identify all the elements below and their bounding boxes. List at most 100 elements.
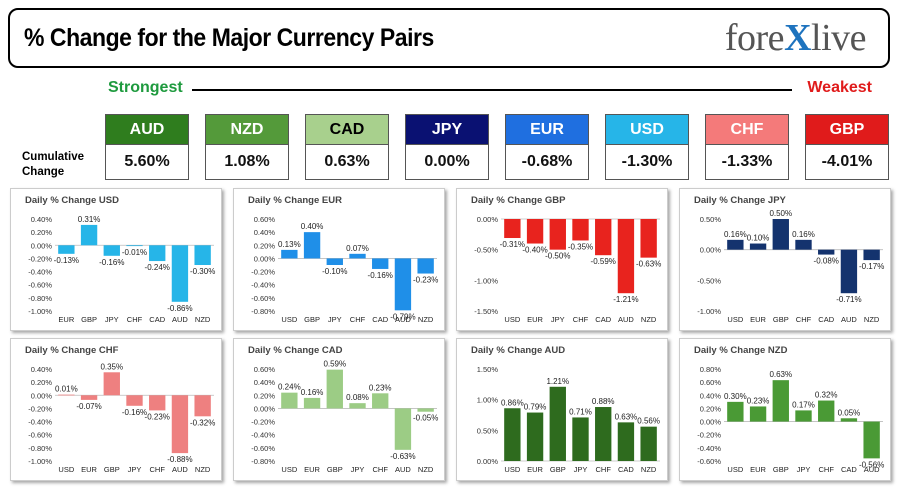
y-tick-label: -0.50% — [697, 276, 721, 285]
bar-eur — [526, 412, 544, 461]
y-tick-label: -1.00% — [474, 276, 498, 285]
data-label: -0.31% — [500, 240, 525, 249]
currency-code: AUD — [106, 115, 188, 145]
chart-panel-6: Daily % Change CAD 0.60% 0.40% 0.20% 0.00% -0… — [233, 338, 445, 481]
y-tick-label: -0.60% — [28, 431, 52, 440]
bar-chf — [349, 253, 366, 259]
currency-cumulative-value: 5.60% — [124, 153, 170, 170]
x-tick-label: JPY — [328, 315, 342, 324]
data-label: -0.30% — [190, 267, 215, 276]
x-tick-label: USD — [281, 315, 297, 324]
y-tick-label: 0.00% — [254, 404, 276, 413]
bar-chf — [149, 395, 166, 411]
bar-usd — [58, 394, 75, 396]
chart-panel-5: Daily % Change CHF 0.40% 0.20% 0.00% -0.20% -… — [10, 338, 222, 481]
bar-eur — [58, 245, 75, 254]
bar-eur — [526, 219, 544, 244]
currency-cumulative-value: 0.63% — [324, 153, 370, 170]
bar-aud — [617, 219, 635, 294]
x-tick-label: NZD — [195, 465, 211, 474]
bar-jpy — [349, 403, 366, 409]
data-label: 0.63% — [769, 370, 792, 379]
y-tick-label: 0.00% — [700, 418, 722, 427]
y-tick-label: 0.40% — [254, 378, 276, 387]
x-tick-label: USD — [504, 315, 520, 324]
page-title: % Change for the Major Currency Pairs — [24, 24, 434, 52]
bar-chart: Daily % Change EUR 0.60% 0.40% 0.20% 0.00% -0… — [248, 195, 438, 324]
bar-nzd — [194, 395, 211, 417]
bar-chf — [372, 393, 389, 409]
bar-gbp — [772, 219, 789, 250]
data-label: 0.40% — [301, 222, 324, 231]
x-tick-label: AUD — [172, 465, 188, 474]
currency-cumulative-value: -1.33% — [721, 153, 773, 170]
y-tick-label: -0.80% — [28, 444, 52, 453]
y-tick-label: -0.60% — [28, 281, 52, 290]
y-tick-label: -0.20% — [28, 254, 52, 263]
x-tick-label: EUR — [527, 315, 543, 324]
y-tick-label: 1.00% — [477, 396, 499, 405]
bar-eur — [749, 406, 767, 422]
chart-panel-2: Daily % Change EUR 0.60% 0.40% 0.20% 0.00% -0… — [233, 188, 445, 331]
data-label: 0.86% — [501, 398, 524, 407]
currency-code: NZD — [206, 115, 288, 145]
currency-code: JPY — [406, 115, 488, 145]
bar-chart: Daily % Change AUD 1.50% 1.00% 0.50% 0.00% 0.… — [471, 345, 660, 474]
x-tick-label: EUR — [750, 315, 766, 324]
y-tick-label: -1.00% — [697, 307, 721, 316]
x-tick-label: EUR — [304, 465, 320, 474]
chart-title: Daily % Change NZD — [694, 345, 788, 356]
y-tick-label: 1.50% — [477, 365, 499, 374]
x-tick-label: NZD — [641, 315, 657, 324]
chart-panel-4: Daily % Change JPY 0.50% 0.00% -0.50% -1.00%… — [679, 188, 891, 331]
currency-cumulative-value: -1.30% — [621, 153, 673, 170]
logo-text-left: fore — [724, 17, 785, 59]
x-tick-label: USD — [727, 315, 743, 324]
x-tick-label: GBP — [327, 465, 343, 474]
bar-cad — [149, 245, 166, 262]
logo-x-mark: X — [784, 17, 812, 59]
y-tick-label: -0.20% — [28, 404, 52, 413]
y-tick-label: 0.50% — [477, 426, 499, 435]
currency-code: CHF — [706, 115, 788, 145]
x-tick-label: AUD — [395, 465, 411, 474]
data-label: 0.16% — [301, 388, 324, 397]
data-label: 0.31% — [78, 215, 101, 224]
y-tick-label: -1.50% — [474, 307, 498, 316]
data-label: 0.23% — [747, 396, 770, 405]
data-label: -0.08% — [814, 257, 839, 266]
data-label: -0.10% — [322, 267, 347, 276]
bar-chart: Daily % Change NZD0.80%0.60%0.40%0.20%0.… — [694, 345, 884, 474]
y-tick-label: -0.80% — [251, 457, 275, 466]
x-tick-label: NZD — [418, 315, 434, 324]
bar-cad — [372, 258, 389, 269]
currency-box-gbp: GBP -4.01% — [805, 114, 889, 180]
data-label: 0.35% — [100, 362, 123, 371]
y-tick-label: -0.40% — [28, 268, 52, 277]
data-label: 0.63% — [615, 412, 638, 421]
bar-gbp — [303, 232, 321, 259]
y-tick-label: -0.20% — [697, 431, 721, 440]
x-tick-label: CAD — [818, 315, 834, 324]
y-tick-label: 0.40% — [700, 391, 722, 400]
data-label: 0.07% — [346, 244, 369, 253]
x-tick-label: CHF — [596, 465, 612, 474]
data-label: -0.63% — [636, 260, 661, 269]
y-tick-label: 0.60% — [254, 365, 276, 374]
bar-eur — [80, 395, 98, 400]
data-label: 0.56% — [637, 417, 660, 426]
x-tick-label: GBP — [550, 465, 566, 474]
chart-title: Daily % Change CHF — [25, 345, 119, 356]
data-label: -0.71% — [836, 295, 861, 304]
x-tick-label: USD — [58, 465, 74, 474]
y-tick-label: 0.20% — [31, 378, 53, 387]
x-tick-label: GBP — [773, 315, 789, 324]
currency-box-aud: AUD 5.60% — [105, 114, 189, 180]
data-label: 0.13% — [278, 240, 301, 249]
x-tick-label: JPY — [574, 465, 588, 474]
x-tick-label: GBP — [304, 315, 320, 324]
y-tick-label: 0.00% — [31, 391, 53, 400]
x-tick-label: CAD — [372, 315, 388, 324]
x-tick-label: EUR — [750, 465, 766, 474]
weakest-label: Weakest — [807, 79, 872, 96]
